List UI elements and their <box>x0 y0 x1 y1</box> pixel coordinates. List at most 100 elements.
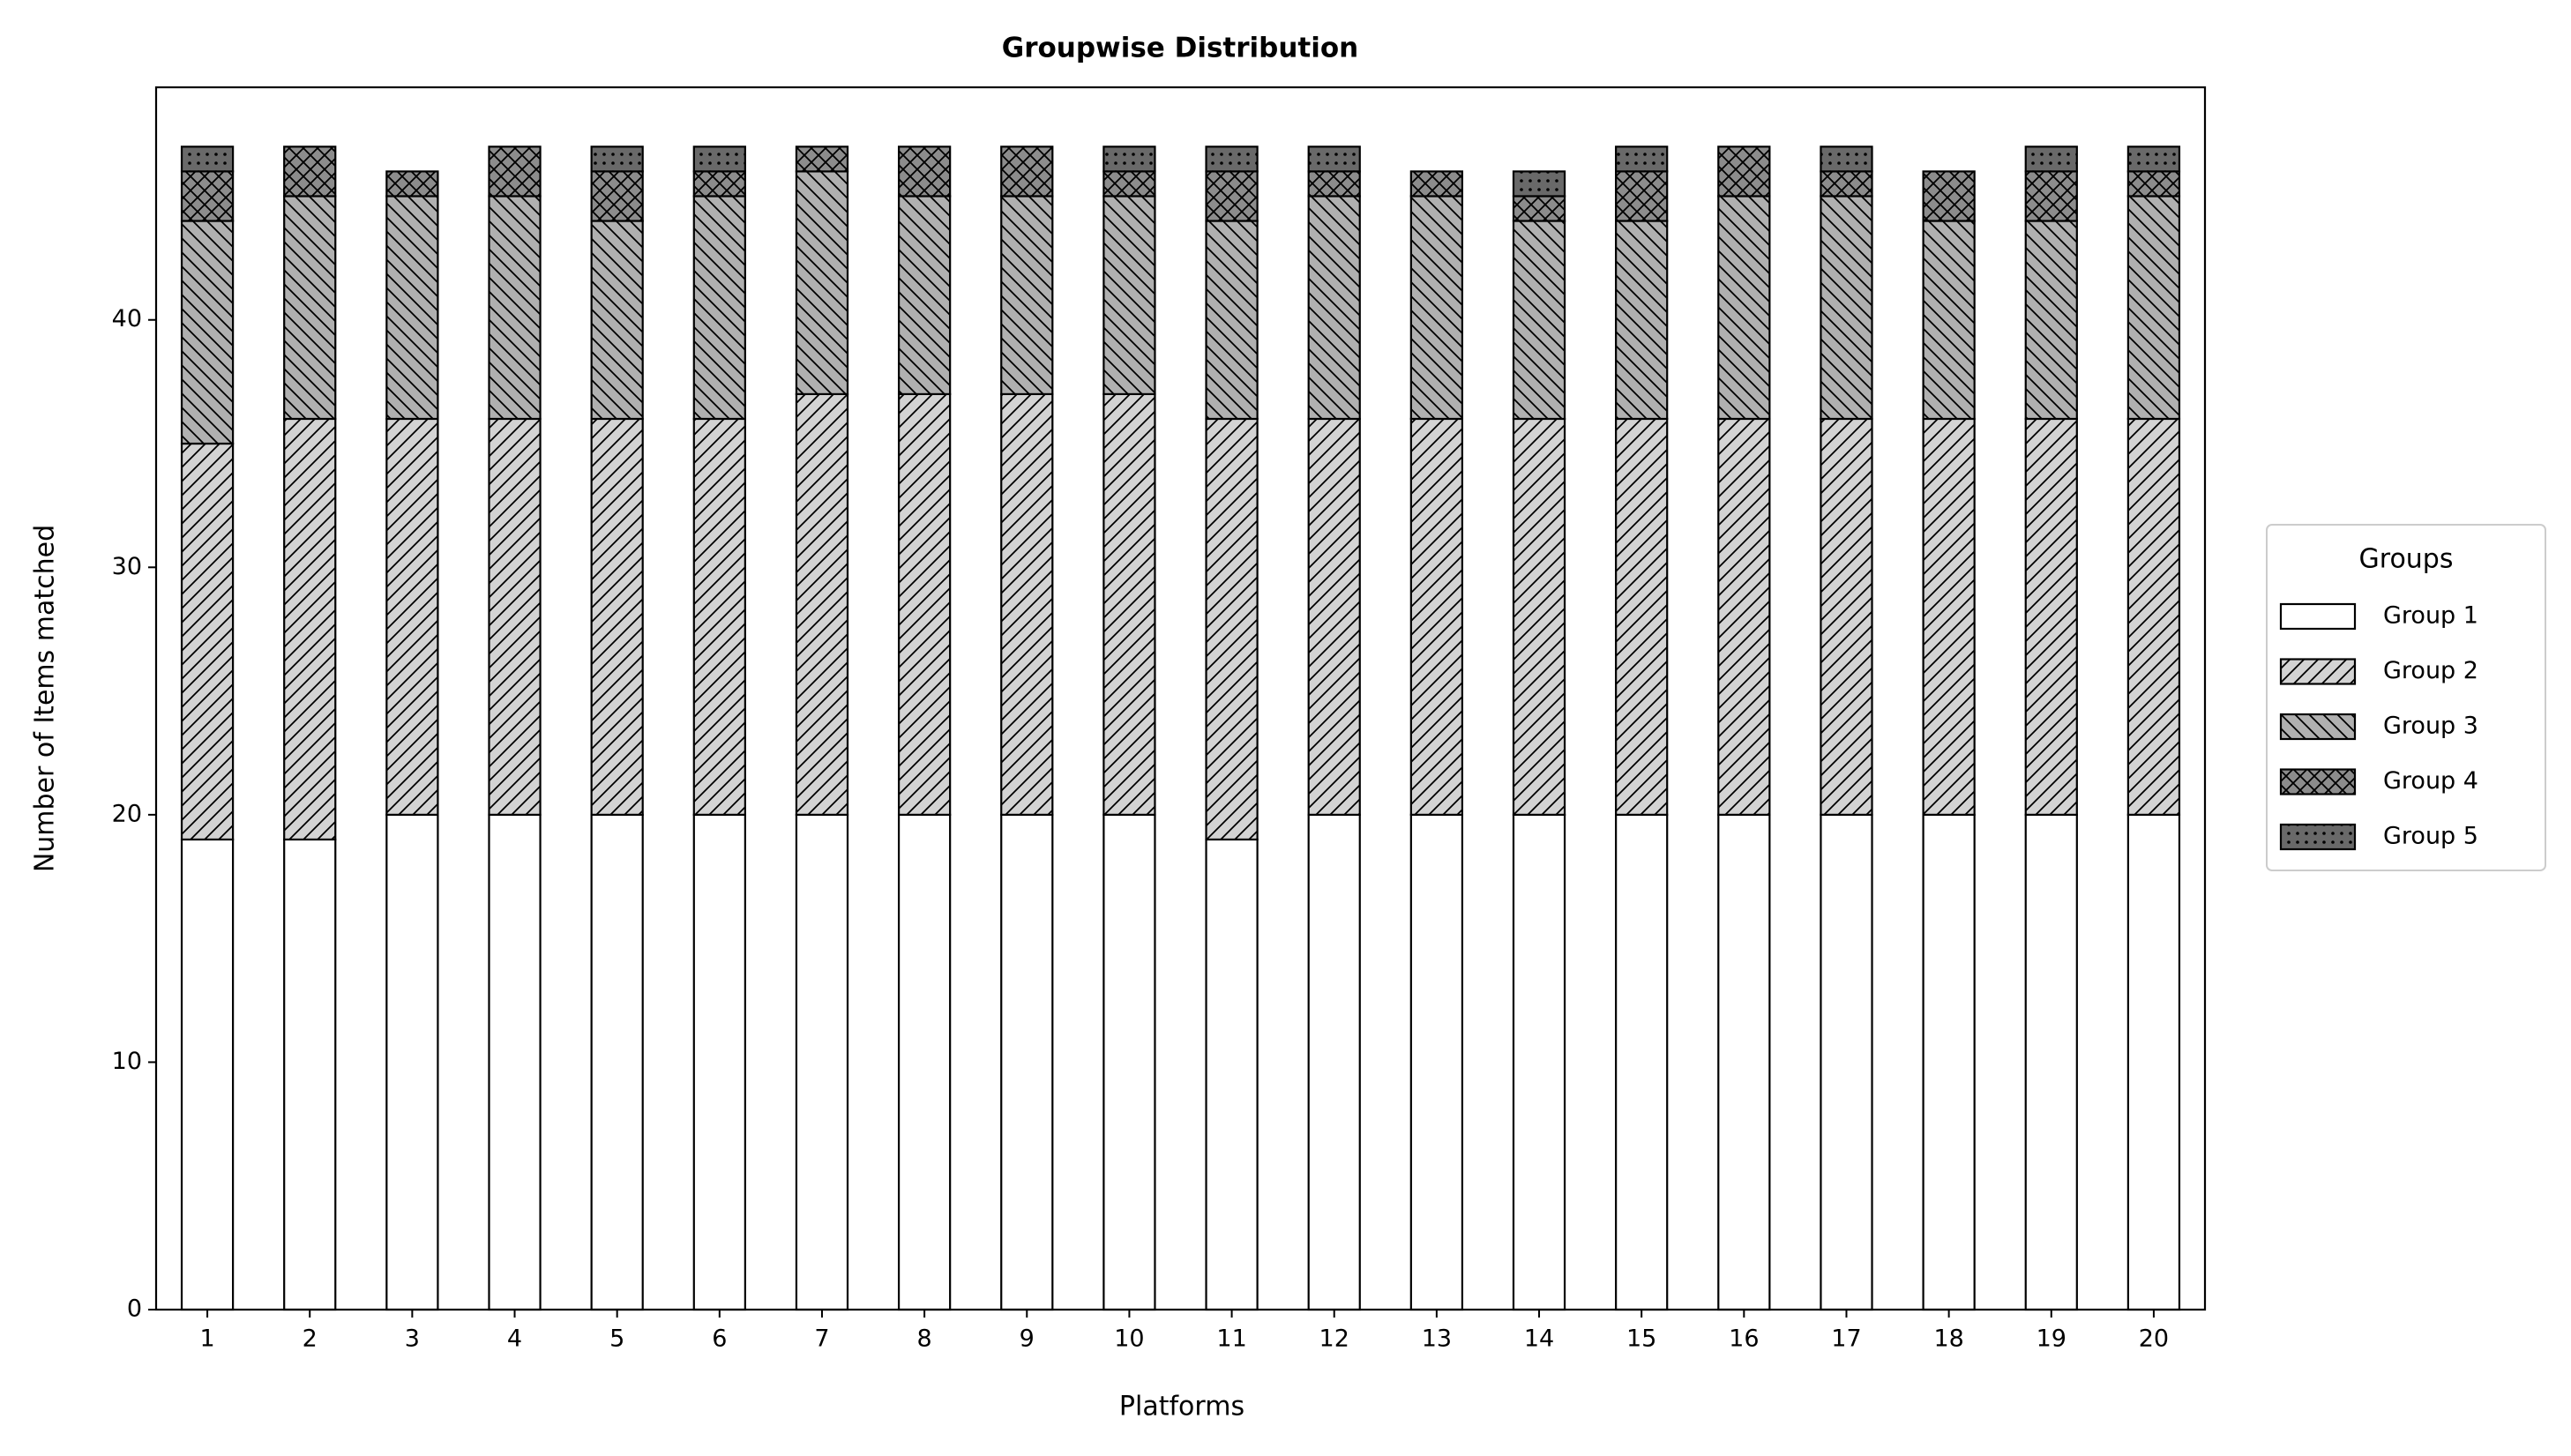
bar-segment <box>2024 813 2078 1311</box>
bar-segment <box>692 813 746 1311</box>
bar-segment-hatch <box>693 418 745 815</box>
bar-segment-hatch <box>284 146 336 197</box>
bar-segment-hatch <box>899 146 951 197</box>
bar-segment-hatch <box>489 418 541 815</box>
bar-segment <box>590 813 644 1311</box>
bar-segment-hatch <box>1001 393 1053 815</box>
x-tick-label: 10 <box>1114 1325 1144 1353</box>
bar-segment-hatch <box>182 220 234 444</box>
legend-swatch-hatch <box>2281 714 2355 739</box>
bar-segment-hatch <box>899 393 951 815</box>
x-tick-label: 2 <box>303 1325 318 1353</box>
bar-segment <box>2126 813 2181 1311</box>
bar-segment-hatch <box>1513 171 1566 197</box>
bar-segment-hatch <box>1103 393 1155 815</box>
bar-segment-hatch <box>2025 146 2077 172</box>
bar-segment-hatch <box>1206 418 1258 840</box>
bar-segment-hatch <box>2127 146 2179 172</box>
legend-swatch-hatch <box>2281 825 2355 849</box>
bar-segment <box>1102 813 1156 1311</box>
bar-segment-hatch <box>591 418 643 815</box>
bar-segment-hatch <box>1103 171 1155 197</box>
bar-segment-hatch <box>899 196 951 394</box>
y-tick-label: 10 <box>112 1048 142 1075</box>
bar-segment-hatch <box>1616 146 1668 172</box>
bar-segment-hatch <box>182 146 234 172</box>
bar-segment <box>1000 813 1054 1311</box>
x-tick-label: 5 <box>609 1325 624 1353</box>
legend-label: Group 1 <box>2383 602 2478 630</box>
x-tick-label: 7 <box>814 1325 829 1353</box>
bar-segment-hatch <box>1001 196 1053 394</box>
bar-segment-hatch <box>1718 146 1770 197</box>
plot-frame <box>154 86 2207 1311</box>
bar-segment <box>897 813 952 1311</box>
bar-segment-hatch <box>2127 196 2179 419</box>
y-tick-label: 0 <box>127 1295 142 1323</box>
x-tick-label: 6 <box>712 1325 727 1353</box>
bar-segment-hatch <box>1616 220 1668 419</box>
bar-segment-hatch <box>2025 171 2077 221</box>
bar-segment-hatch <box>1103 146 1155 172</box>
bar-segment-hatch <box>1308 171 1360 197</box>
bar-segment-hatch <box>1103 196 1155 394</box>
x-tick-label: 18 <box>1933 1325 1963 1353</box>
bar-segment-hatch <box>796 171 848 394</box>
bar-segment <box>283 838 337 1311</box>
bar-segment-hatch <box>386 171 438 197</box>
bar-segment-hatch <box>591 220 643 419</box>
bar-segment <box>1205 838 1259 1311</box>
bar-segment-hatch <box>1513 418 1566 815</box>
legend-swatch-hatch <box>2281 769 2355 795</box>
bar-segment-hatch <box>1206 146 1258 172</box>
x-tick-label: 13 <box>1422 1325 1452 1353</box>
bar-segment-hatch <box>1410 171 1462 197</box>
legend-label: Group 4 <box>2383 767 2478 795</box>
x-tick-label: 15 <box>1626 1325 1656 1353</box>
bar-segment-hatch <box>489 196 541 419</box>
y-tick-label: 40 <box>112 305 142 332</box>
x-tick-label: 12 <box>1319 1325 1349 1353</box>
bar-segment-hatch <box>1308 418 1360 815</box>
bar-segment-hatch <box>693 196 745 419</box>
y-tick-label: 20 <box>112 800 142 827</box>
bar-segment <box>1512 813 1566 1311</box>
legend-label: Group 3 <box>2383 713 2478 740</box>
x-tick-label: 14 <box>1524 1325 1554 1353</box>
bar-segment-hatch <box>2025 418 2077 815</box>
legend-swatch <box>2279 602 2357 631</box>
x-tick-label: 20 <box>2139 1325 2169 1353</box>
bar-segment-hatch <box>796 146 848 172</box>
y-axis-label: Number of Items matched <box>30 525 61 872</box>
bar-segment-hatch <box>1206 220 1258 419</box>
bar-segment-hatch <box>1308 146 1360 172</box>
legend-title: Groups <box>2359 544 2454 575</box>
bar-segment-hatch <box>1410 418 1462 815</box>
bar-segment-hatch <box>1718 196 1770 419</box>
bar-segment-hatch <box>1206 171 1258 221</box>
x-tick-label: 4 <box>507 1325 522 1353</box>
bar-segment-hatch <box>591 146 643 172</box>
legend-box <box>2266 524 2546 871</box>
x-tick-label: 17 <box>1831 1325 1861 1353</box>
x-tick-label: 11 <box>1216 1325 1246 1353</box>
bar-segment-hatch <box>1410 196 1462 419</box>
chart-title: Groupwise Distribution <box>1002 33 1358 64</box>
bar-segment-hatch <box>1513 220 1566 419</box>
bar-segment-hatch <box>1820 171 1872 197</box>
bar-segment-hatch <box>591 171 643 221</box>
bar-segment-hatch <box>1923 171 1975 221</box>
bar-segment-hatch <box>284 418 336 840</box>
x-tick-label: 1 <box>199 1325 214 1353</box>
bar-segment <box>180 838 235 1311</box>
bar-segment-hatch <box>2127 171 2179 197</box>
x-tick-label: 16 <box>1729 1325 1759 1353</box>
y-tick-label: 30 <box>112 553 142 580</box>
bar-segment-hatch <box>1923 418 1975 815</box>
bar-segment <box>1307 813 1361 1311</box>
bar-segment <box>795 813 849 1311</box>
bar-segment-hatch <box>182 171 234 221</box>
bar-segment-hatch <box>386 196 438 419</box>
bar-segment-hatch <box>182 444 234 840</box>
